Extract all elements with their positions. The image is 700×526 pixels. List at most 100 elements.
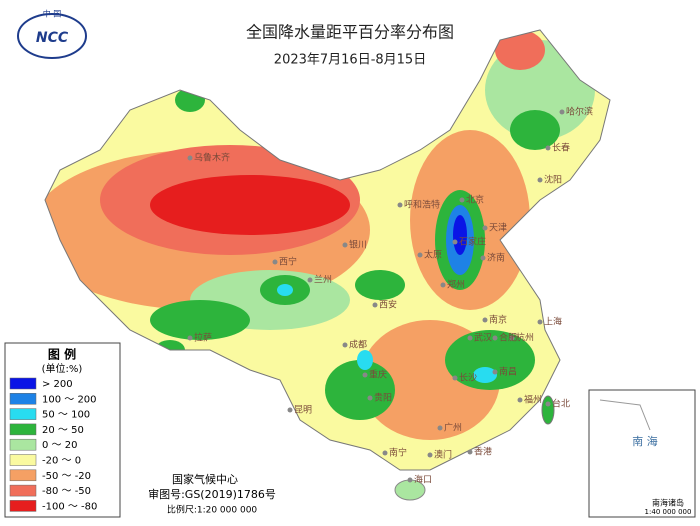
- city-label: 香港: [474, 446, 492, 458]
- city-label: 广州: [444, 422, 462, 434]
- city-dot: [407, 477, 413, 483]
- legend-label: 50 ～ 100: [42, 410, 90, 421]
- city-dot: [287, 407, 293, 413]
- city-dot: [427, 452, 433, 458]
- title: 全国降水量距平百分率分布图: [246, 23, 454, 42]
- city-dot: [187, 155, 193, 161]
- footer-agency: 国家气候中心: [172, 472, 238, 486]
- city-label: 沈阳: [544, 174, 562, 186]
- city-label: 成都: [349, 339, 367, 351]
- city-label: 杭州: [516, 332, 534, 344]
- city-label: 兰州: [314, 274, 332, 286]
- city-dot: [342, 242, 348, 248]
- city-label: 拉萨: [194, 332, 212, 344]
- city-label: 澳门: [434, 449, 452, 461]
- city-dot: [440, 282, 446, 288]
- legend-swatch: [9, 377, 37, 390]
- legend-swatch: [9, 423, 37, 436]
- inset: 南 海 南海诸岛 1:40 000 000: [588, 389, 696, 518]
- city-dot: [397, 202, 403, 208]
- city-label: 武汉: [474, 332, 492, 344]
- city-dot: [467, 449, 473, 455]
- legend-swatch: [9, 438, 37, 451]
- city-dot: [417, 252, 423, 258]
- city-dot: [452, 375, 458, 381]
- city-label: 郑州: [447, 279, 465, 291]
- city-dot: [559, 109, 565, 115]
- city-dot: [545, 401, 551, 407]
- city-dot: [342, 342, 348, 348]
- city-dot: [307, 277, 313, 283]
- city-label: 济南: [487, 252, 505, 264]
- legend-label: 0 ～ 20: [42, 440, 77, 451]
- city-dot: [459, 197, 465, 203]
- city-dot: [480, 255, 486, 261]
- footer-scale: 比例尺:1:20 000 000: [167, 504, 258, 516]
- city-label: 台北: [552, 398, 570, 410]
- legend-label: 100 ～ 200: [42, 394, 97, 405]
- city-dot: [437, 425, 443, 431]
- legend: 图 例 (单位:%) > 200 100 ～ 200 50 ～ 100 20 ～ 50…: [4, 342, 121, 518]
- city-label: 南宁: [389, 447, 407, 459]
- city-dot: [545, 145, 551, 151]
- city-label: 昆明: [294, 405, 312, 416]
- city-dot: [452, 239, 458, 245]
- city-dot: [372, 302, 378, 308]
- legend-swatch: [9, 500, 37, 512]
- inset-sea: 南 海: [632, 434, 658, 448]
- city-dot: [482, 225, 488, 231]
- legend-swatch: [9, 408, 37, 420]
- footer-approval: 审图号:GS(2019)1786号: [148, 487, 276, 501]
- legend-swatch: [9, 393, 37, 405]
- legend-swatch: [9, 484, 37, 497]
- city-label: 重庆: [369, 369, 387, 381]
- city-label: 海口: [414, 474, 432, 486]
- taiwan: [541, 395, 555, 425]
- legend-swatch: [9, 454, 37, 466]
- city-dot: [382, 450, 388, 456]
- legend-label: -50 ～ -20: [42, 471, 91, 482]
- city-dot: [272, 259, 278, 265]
- city-dot: [492, 335, 498, 341]
- legend-swatch: [9, 469, 37, 482]
- city-label: 上海: [544, 316, 562, 328]
- border: [44, 29, 611, 471]
- city-dot: [482, 317, 488, 323]
- legend-label: > 200: [42, 379, 73, 390]
- city-label: 长春: [552, 142, 570, 154]
- city-label: 西安: [379, 299, 397, 311]
- city-label: 哈尔滨: [566, 106, 593, 118]
- city-dot: [517, 397, 523, 403]
- legend-label: -100 ～ -80: [42, 501, 97, 512]
- logo-top: 中 国: [43, 9, 62, 19]
- city-dot: [492, 369, 498, 375]
- city-label: 天津: [489, 223, 507, 234]
- city-label: 乌鲁木齐: [194, 152, 230, 164]
- city-label: 南京: [489, 314, 507, 326]
- city-label: 西宁: [279, 256, 297, 268]
- legend-label: -20 ～ 0: [42, 456, 81, 467]
- city-dot: [187, 335, 193, 341]
- city-dot: [537, 177, 543, 183]
- city-label: 呼和浩特: [404, 199, 440, 211]
- logo: NCC 中 国: [17, 9, 87, 59]
- subtitle: 2023年7月16日-8月15日: [274, 53, 426, 68]
- city-dot: [367, 395, 373, 401]
- city-dot: [537, 319, 543, 325]
- legend-unit: (单位:%): [42, 362, 83, 375]
- city-label: 银川: [349, 239, 367, 251]
- city-dot: [467, 335, 473, 341]
- city-label: 长沙: [459, 372, 477, 384]
- city-label: 贵阳: [374, 392, 392, 404]
- city-label: 南昌: [499, 366, 517, 378]
- city-label: 合肥: [499, 332, 517, 344]
- inset-scale: 1:40 000 000: [645, 508, 692, 516]
- city-dot: [362, 372, 368, 378]
- city-label: 北京: [466, 194, 484, 206]
- city-label: 石家庄: [459, 236, 486, 248]
- city-label: 福州: [524, 394, 542, 406]
- legend-label: 20 ～ 50: [42, 425, 84, 436]
- inset-islands: 南海诸岛: [652, 498, 684, 508]
- logo-text: NCC: [36, 30, 69, 46]
